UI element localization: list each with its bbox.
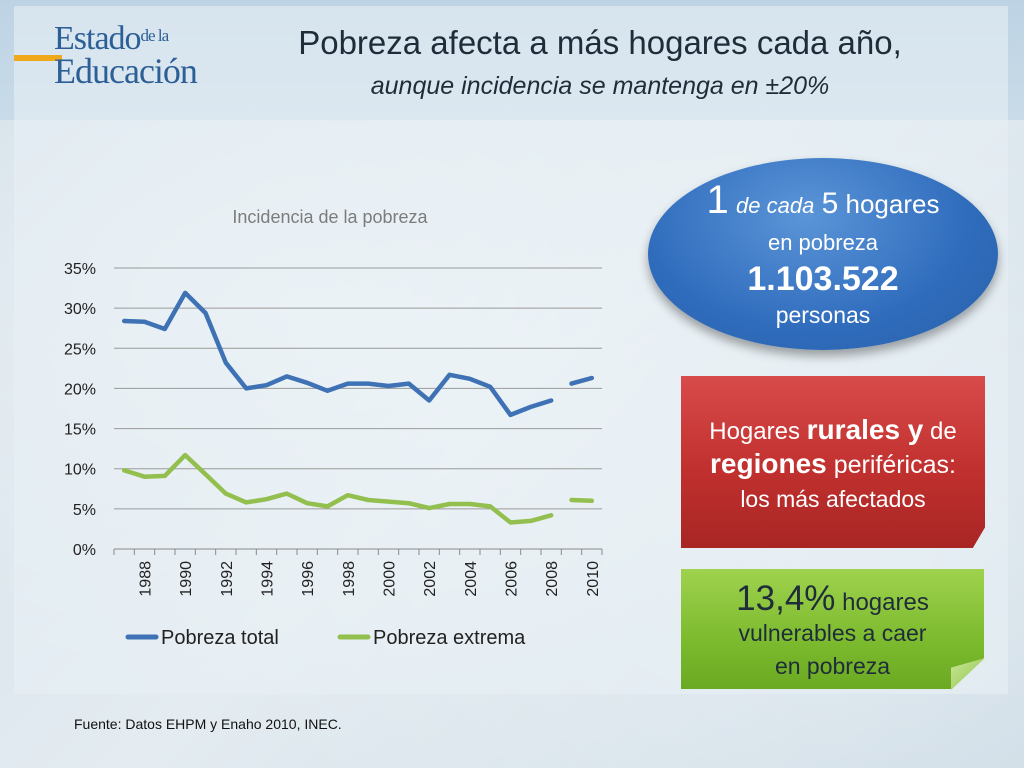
green-en-pobreza: en pobreza bbox=[774, 653, 891, 679]
y-tick-label: 5% bbox=[73, 502, 96, 519]
green-vulnerables: vulnerables a caer bbox=[738, 620, 927, 646]
logo-accent-bar bbox=[14, 55, 62, 61]
x-tick-label: 2002 bbox=[422, 561, 439, 597]
red-text-regiones: regiones bbox=[710, 448, 827, 479]
y-tick-label: 35% bbox=[64, 261, 96, 278]
rural-households-callout: Hogares rurales y de regiones periférica… bbox=[681, 376, 985, 548]
series-line-pobreza-total bbox=[121, 290, 554, 418]
series-line-pobreza-extrema bbox=[569, 497, 595, 504]
red-text-perifericas: periféricas: bbox=[833, 451, 956, 479]
logo-word-de-la: de la bbox=[140, 26, 170, 45]
x-tick-label: 2010 bbox=[585, 561, 602, 597]
x-tick-label: 1996 bbox=[300, 561, 317, 597]
page-subtitle: aunque incidencia se mantenga en ±20% bbox=[370, 72, 830, 100]
oval-de-cada: de cada bbox=[736, 193, 815, 218]
x-tick-label: 2004 bbox=[463, 561, 480, 597]
page-title: Pobreza afecta a más hogares cada año, bbox=[298, 24, 902, 61]
households-poverty-callout: 1 de cada 5 hogares en pobreza 1.103.522… bbox=[648, 158, 998, 350]
green-hogares: hogares bbox=[842, 589, 929, 616]
oval-en-pobreza: en pobreza bbox=[767, 230, 879, 255]
source-note: Fuente: Datos EHPM y Enaho 2010, INEC. bbox=[74, 716, 342, 732]
red-text-rurales: rurales y bbox=[806, 414, 924, 445]
oval-num-one: 1 bbox=[706, 178, 729, 222]
series-line-pobreza-total bbox=[569, 375, 595, 386]
x-tick-label: 2000 bbox=[382, 561, 399, 597]
logo-word-estado: Estado bbox=[54, 20, 142, 57]
oval-num-five: 5 bbox=[821, 187, 839, 220]
y-tick-label: 15% bbox=[64, 422, 96, 439]
oval-personas-number: 1.103.522 bbox=[747, 260, 899, 298]
y-tick-label: 30% bbox=[64, 301, 96, 318]
y-tick-label: 10% bbox=[64, 462, 96, 479]
logo: Estadode la Educación bbox=[14, 20, 224, 91]
red-text-de: de bbox=[930, 418, 957, 445]
y-tick-label: 25% bbox=[64, 341, 96, 358]
oval-hogares: hogares bbox=[845, 189, 940, 219]
x-tick-label: 1990 bbox=[178, 561, 195, 597]
vulnerable-households-callout: 13,4% hogares vulnerables a caer en pobr… bbox=[681, 569, 984, 689]
x-tick-label: 2006 bbox=[504, 561, 521, 597]
legend-label: Pobreza total bbox=[161, 627, 279, 649]
legend-label: Pobreza extrema bbox=[373, 627, 526, 649]
x-tick-label: 1998 bbox=[341, 561, 358, 597]
red-text-afectados: los más afectados bbox=[740, 486, 926, 512]
red-text-hogares: Hogares bbox=[709, 418, 800, 445]
x-tick-label: 1988 bbox=[138, 561, 155, 597]
green-percent: 13,4% bbox=[736, 579, 836, 618]
y-tick-label: 20% bbox=[64, 381, 96, 398]
x-tick-label: 1992 bbox=[219, 561, 236, 597]
logo-word-educacion: Educación bbox=[54, 51, 198, 91]
x-tick-label: 1994 bbox=[260, 561, 277, 597]
x-tick-label: 2008 bbox=[544, 561, 561, 597]
chart-title: Incidencia de la pobreza bbox=[232, 207, 428, 227]
oval-personas: personas bbox=[775, 302, 871, 328]
y-tick-label: 0% bbox=[73, 542, 96, 559]
series-line-pobreza-extrema bbox=[121, 452, 554, 525]
